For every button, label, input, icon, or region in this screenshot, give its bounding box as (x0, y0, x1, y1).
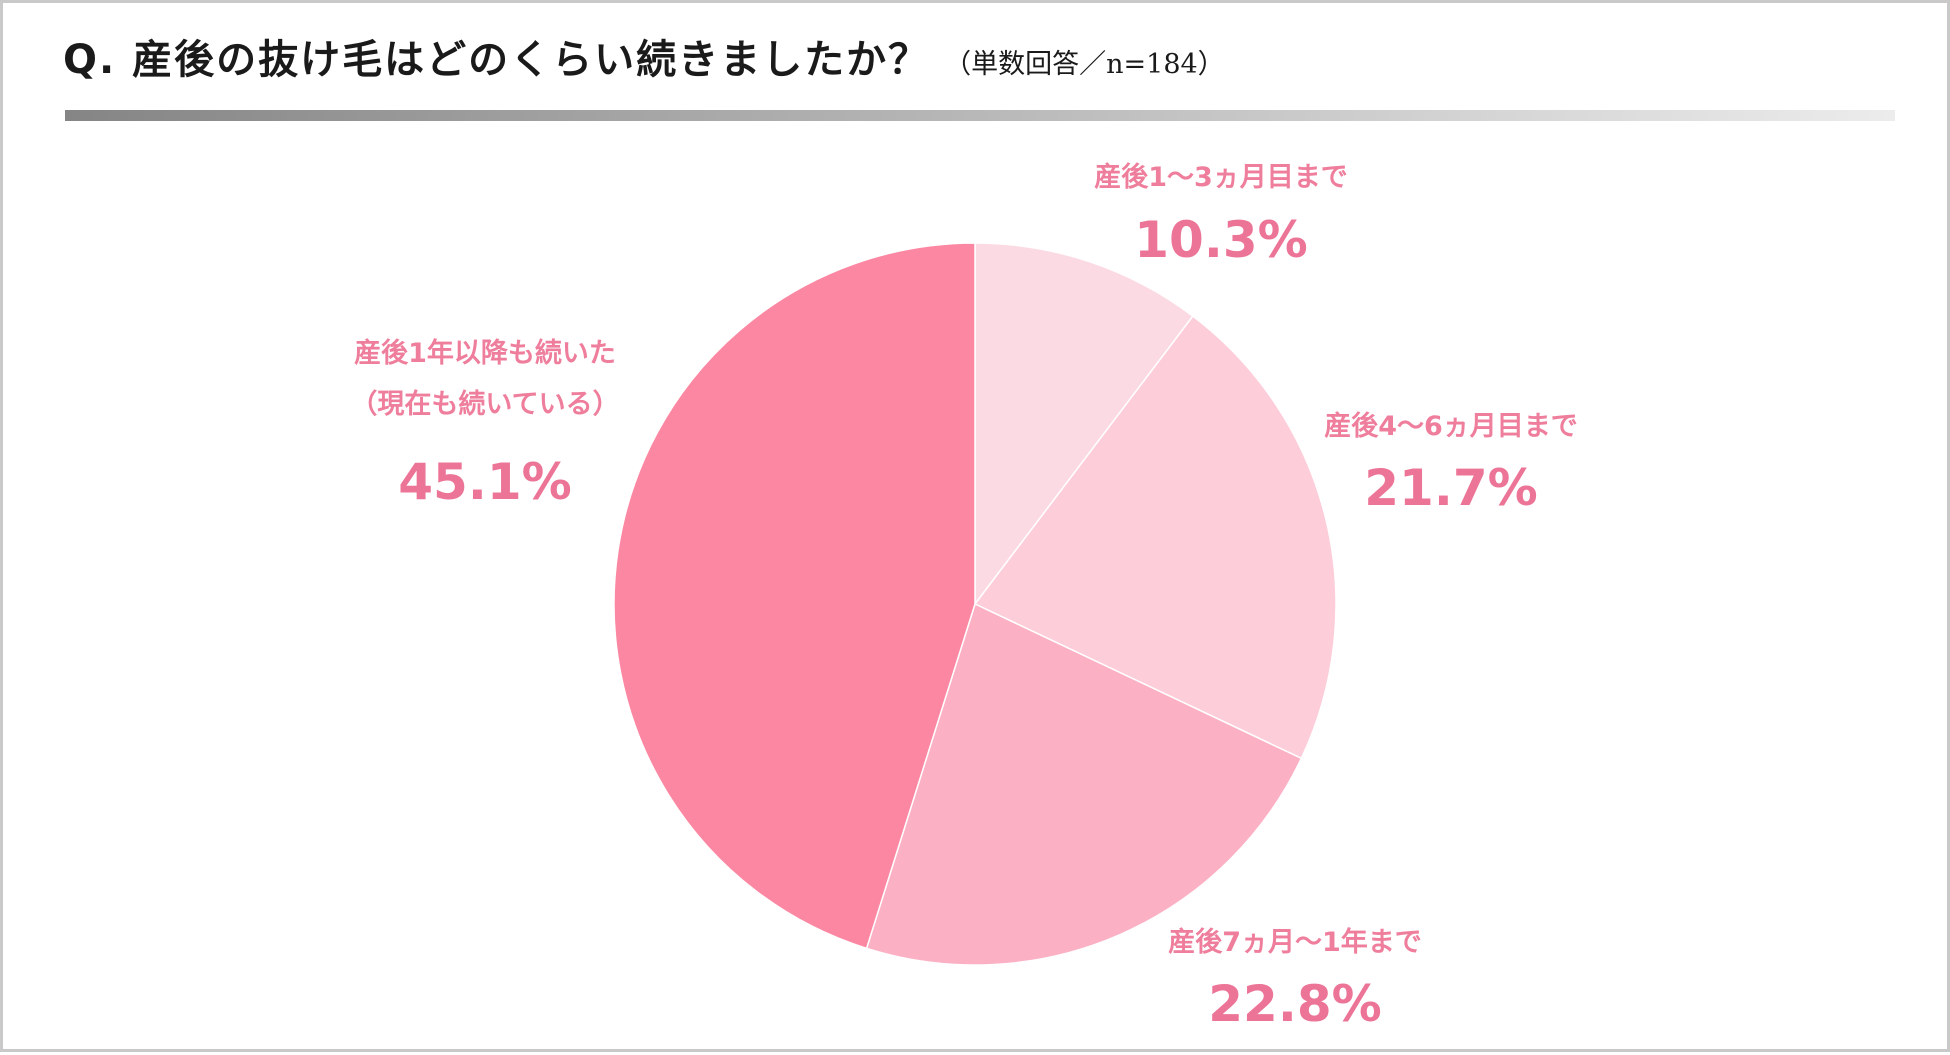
slice-value-4: 45.1% (398, 453, 571, 511)
slice-value-1: 10.3% (1134, 211, 1307, 269)
pie-slice-1 (974, 242, 1194, 607)
slice-value-2: 21.7% (1364, 459, 1537, 517)
sample-note: （単数回答／n=184） (944, 49, 1225, 80)
slice-label-4-line2: （現在も続いている） (350, 389, 619, 420)
slice-value-3: 22.8% (1208, 975, 1381, 1033)
pie-chart: 産後1〜3ヵ月目まで 10.3% 産後4〜6ヵ月目まで 21.7% 産後7ヵ月〜1年まで… (350, 161, 1578, 1033)
slice-label-3: 産後7ヵ月〜1年まで (1168, 926, 1422, 958)
slice-label-2: 産後4〜6ヵ月目まで (1324, 410, 1578, 442)
pie-slice-4 (613, 242, 976, 950)
title-underline (65, 110, 1895, 121)
question-title: Q. 産後の抜け毛はどのくらい続きましたか？ (63, 37, 931, 83)
slice-label-1: 産後1〜3ヵ月目まで (1094, 161, 1348, 193)
pie-slice-3 (865, 602, 1303, 966)
slice-label-4: 産後1年以降も続いた (354, 337, 616, 369)
pie-slice-2 (973, 315, 1337, 760)
title-row: Q. 産後の抜け毛はどのくらい続きましたか？ （単数回答／n=184） (63, 27, 1225, 85)
